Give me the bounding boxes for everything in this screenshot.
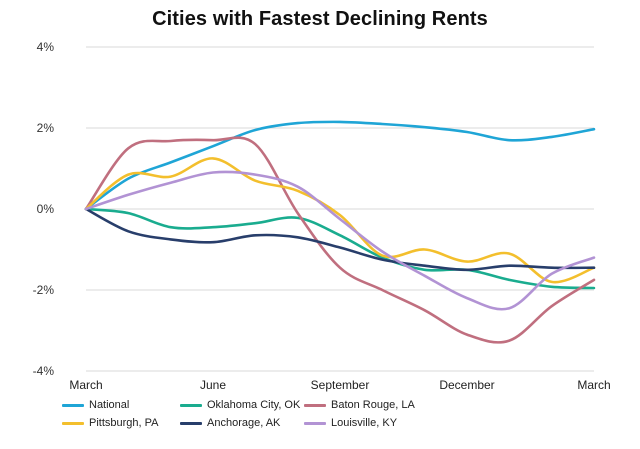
x-tick-label: September	[311, 378, 370, 392]
legend-item: Anchorage, AK	[180, 417, 280, 429]
y-tick-label: 2%	[37, 121, 55, 135]
legend-swatch	[62, 403, 84, 407]
legend-swatch	[304, 421, 326, 425]
legend-item: National	[62, 399, 129, 411]
legend-item: Baton Rouge, LA	[304, 399, 415, 411]
legend-swatch	[180, 421, 202, 425]
legend-swatch	[304, 403, 326, 407]
series-line-oklahoma-city-ok	[84, 207, 596, 290]
x-tick-label: June	[200, 378, 226, 392]
y-tick-label: 4%	[37, 40, 55, 54]
grid	[86, 46, 594, 372]
series-line-national	[84, 120, 596, 211]
legend-item: Pittsburgh, PA	[62, 417, 159, 429]
legend-label: Pittsburgh, PA	[89, 417, 159, 429]
series-line-anchorage-ak	[84, 207, 596, 272]
legend: National Oklahoma City, OK Baton Rouge, LA…	[62, 399, 462, 439]
legend-swatch	[180, 403, 202, 407]
legend-swatch	[62, 421, 84, 425]
chart-title: Cities with Fastest Declining Rents	[152, 8, 488, 30]
x-tick-label: December	[439, 378, 494, 392]
legend-item: Oklahoma City, OK	[180, 399, 300, 411]
legend-label: Anchorage, AK	[207, 417, 281, 429]
series-line-louisville-ky	[84, 170, 596, 311]
series-group	[84, 120, 596, 344]
legend-label: Louisville, KY	[331, 417, 398, 429]
series-line-baton-rouge-la	[84, 136, 596, 344]
legend-label: Oklahoma City, OK	[207, 399, 301, 411]
y-tick-label: -4%	[33, 364, 55, 378]
legend-label: Baton Rouge, LA	[331, 399, 415, 411]
x-tick-label: March	[577, 378, 610, 392]
y-tick-label: 0%	[37, 202, 55, 216]
axes: 4% 2% 0% -2% -4% March June September December Ma…	[33, 40, 611, 392]
series-line-pittsburgh-pa	[84, 157, 596, 284]
legend-item: Louisville, KY	[304, 417, 397, 429]
legend-label: National	[89, 399, 130, 411]
y-tick-label: -2%	[33, 283, 55, 297]
x-tick-label: March	[69, 378, 102, 392]
